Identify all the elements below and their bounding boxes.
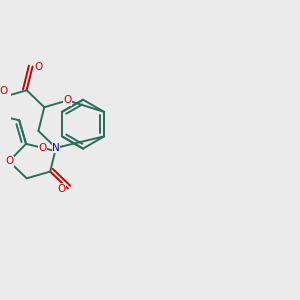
- Text: O: O: [57, 184, 65, 194]
- Text: O: O: [64, 95, 72, 105]
- Text: O: O: [0, 86, 7, 96]
- Text: N: N: [52, 143, 60, 153]
- Text: O: O: [5, 156, 13, 167]
- Text: O: O: [38, 143, 47, 153]
- Text: O: O: [35, 61, 43, 71]
